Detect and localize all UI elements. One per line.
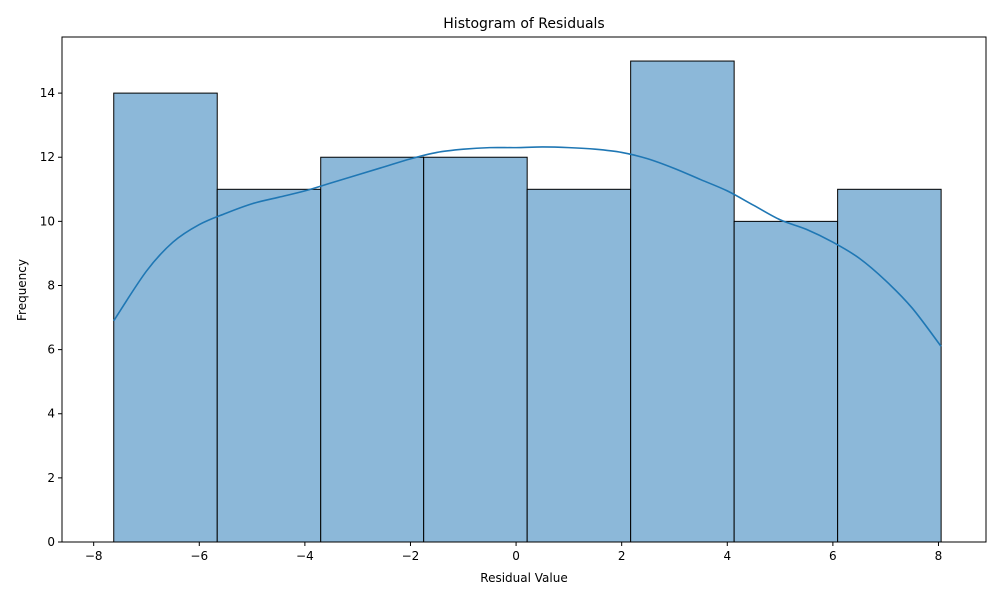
histogram-bar-6 — [630, 60, 735, 543]
y-tick-label: 14 — [40, 86, 55, 100]
x-tick-label: −6 — [190, 549, 208, 563]
bars-layer — [113, 60, 942, 543]
histogram-bar-1 — [113, 92, 218, 543]
chart-title: Histogram of Residuals — [443, 16, 604, 32]
y-tick-label: 12 — [40, 150, 55, 164]
y-tick-label: 2 — [47, 471, 55, 485]
histogram-bar-4 — [423, 156, 528, 543]
kde-layer — [113, 146, 942, 347]
x-tick-label: 6 — [829, 549, 837, 563]
x-tick-label: −2 — [402, 549, 420, 563]
x-tick-label: 4 — [723, 549, 731, 563]
histogram-bar-8 — [837, 188, 942, 543]
y-tick-label: 8 — [47, 278, 55, 292]
x-tick-label: −4 — [296, 549, 314, 563]
y-tick-label: 0 — [47, 535, 55, 549]
x-tick-label: −8 — [85, 549, 103, 563]
x-tick-label: 2 — [618, 549, 626, 563]
plot-area-frame — [61, 36, 987, 543]
histogram-bar-2 — [216, 188, 322, 543]
x-axis-ticks: −8 −6 −4 −2 0 2 4 6 8 — [85, 542, 942, 563]
histogram-bar-3 — [320, 156, 425, 543]
y-tick-label: 6 — [47, 343, 55, 357]
histogram-bar-7 — [733, 220, 839, 543]
y-tick-label: 10 — [40, 214, 55, 228]
x-axis-label: Residual Value — [480, 571, 567, 585]
x-tick-label: 8 — [935, 549, 943, 563]
y-axis-label: Frequency — [15, 259, 29, 321]
histogram-bar-5 — [526, 188, 632, 543]
y-axis-ticks: 0 2 4 6 8 10 12 14 — [40, 86, 62, 549]
kde-density-line — [113, 146, 942, 347]
y-tick-label: 4 — [47, 407, 55, 421]
x-tick-label: 0 — [512, 549, 520, 563]
